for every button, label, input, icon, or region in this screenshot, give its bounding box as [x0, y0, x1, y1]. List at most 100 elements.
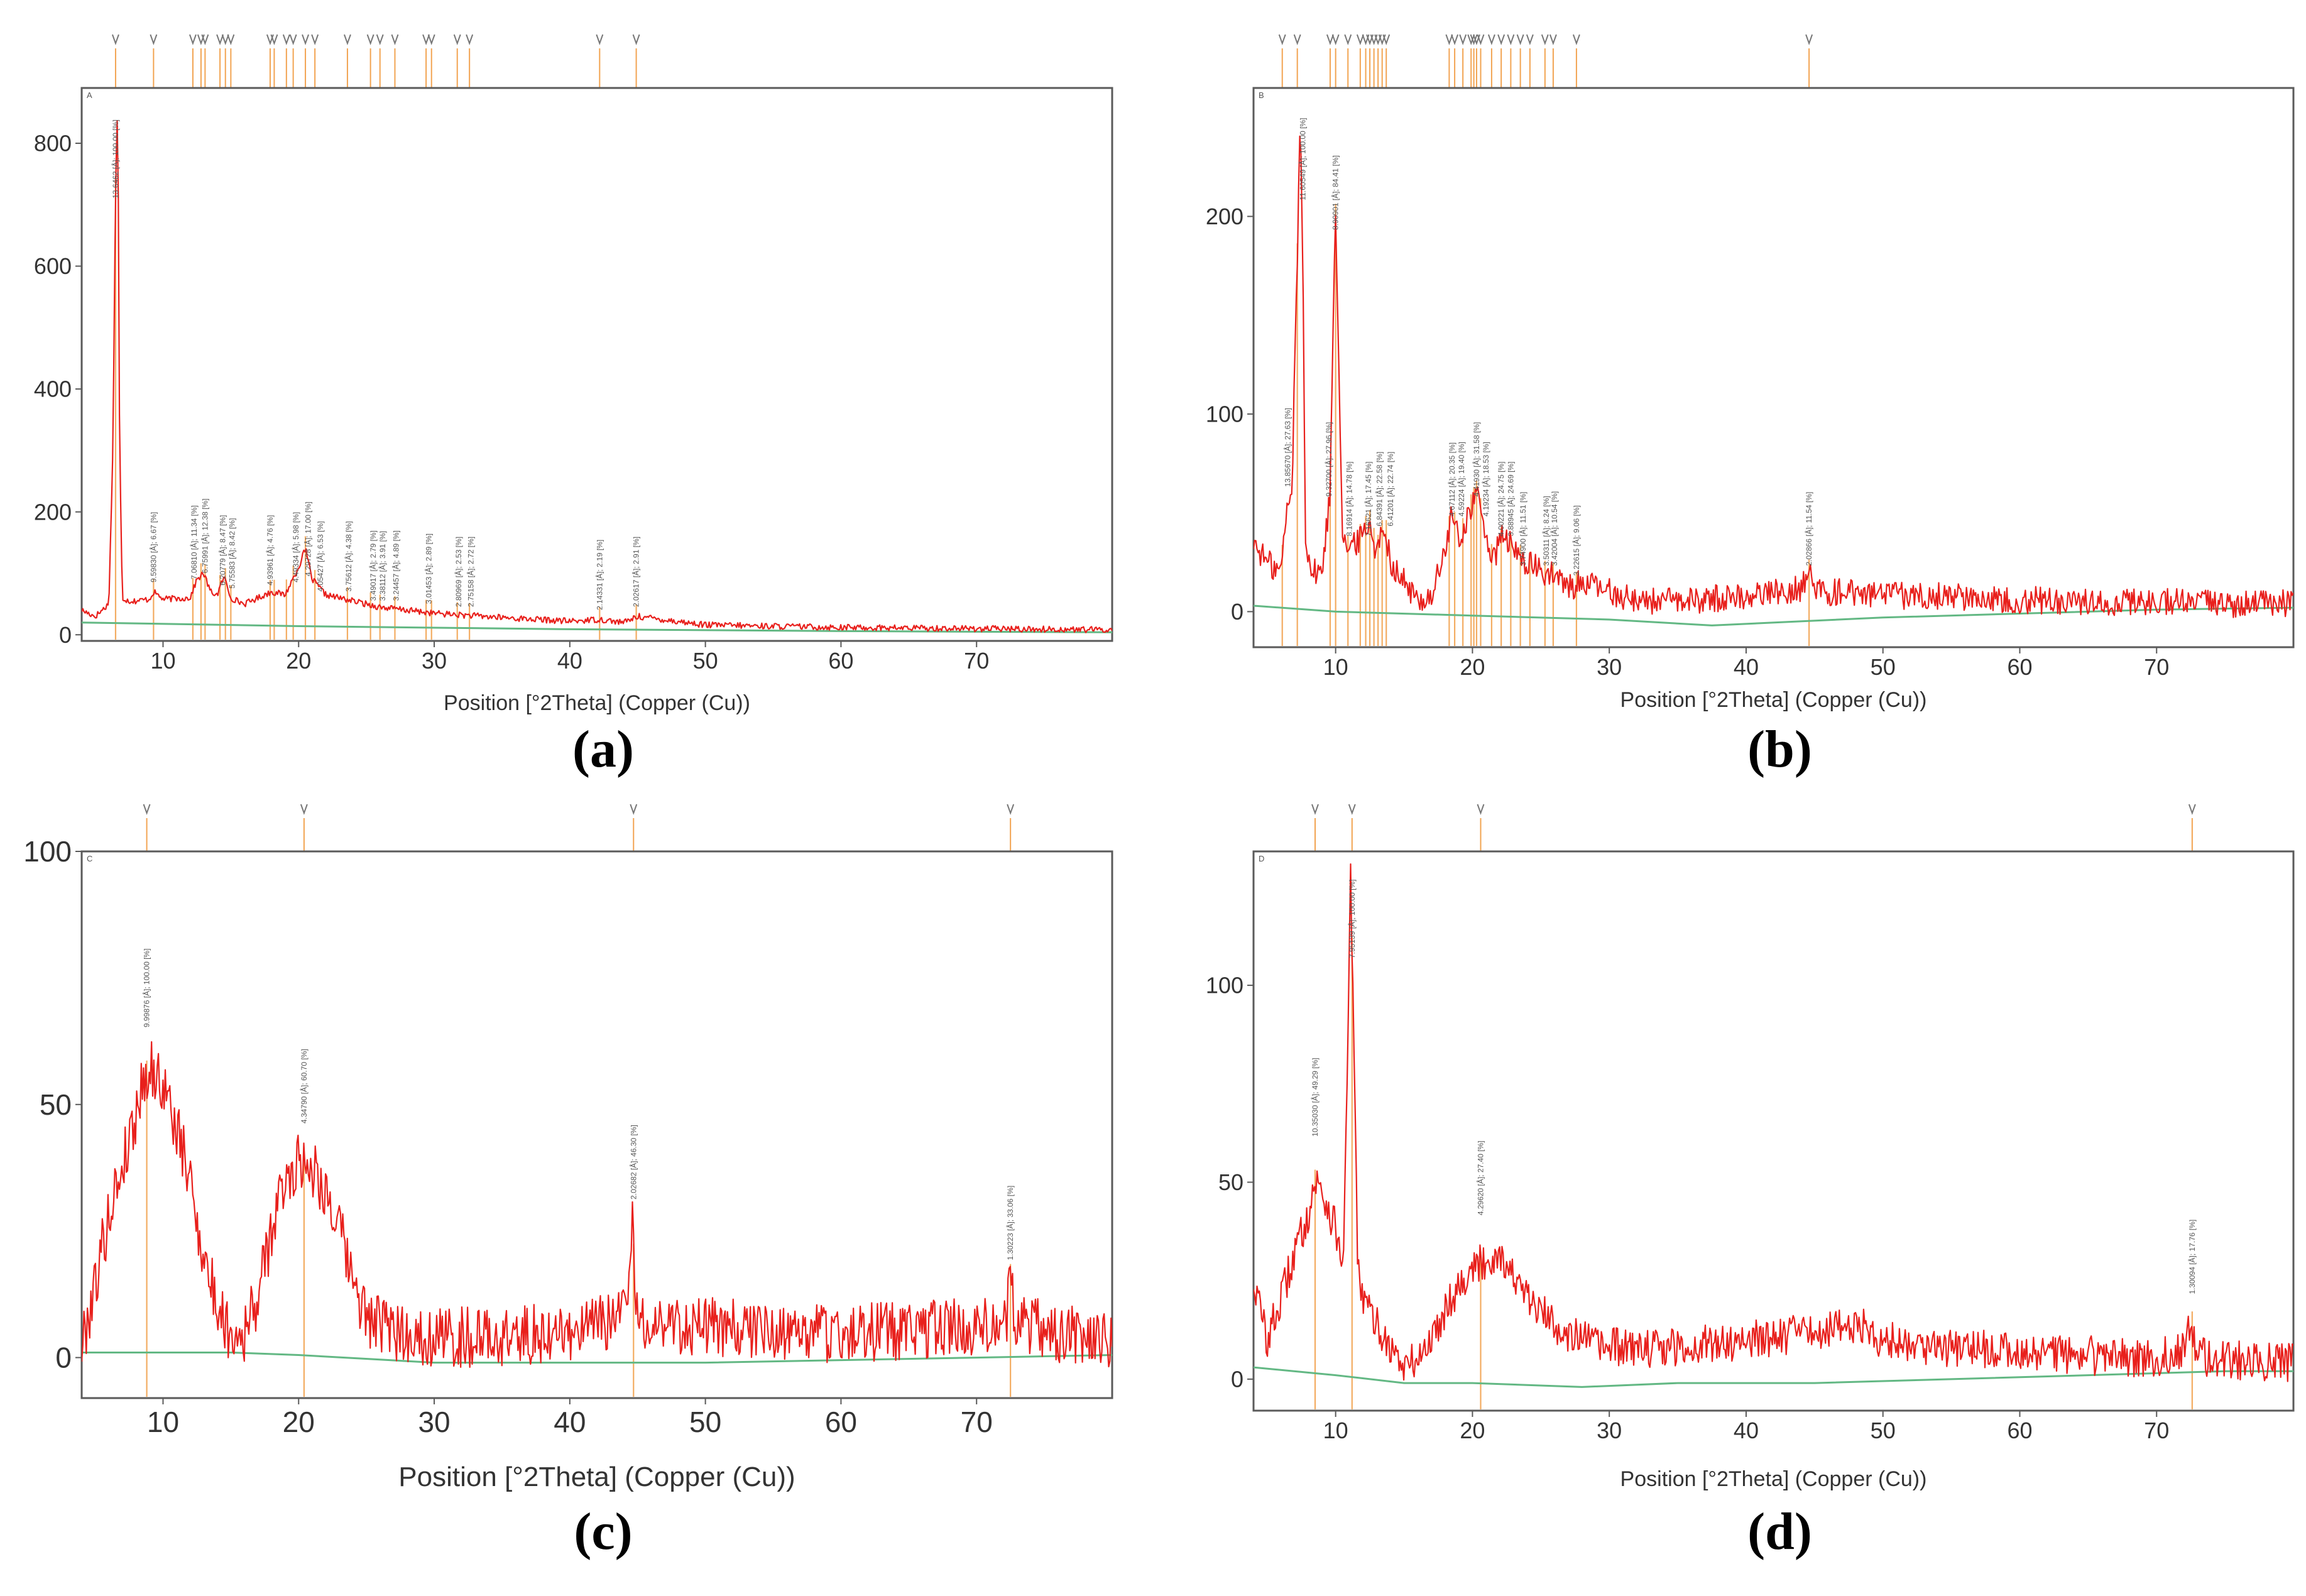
peak-annotation: 3.88945 [Å]; 24.69 [%]	[1505, 462, 1515, 537]
peak-annotation: 4.29728 [Å]; 17.00 [%]	[303, 501, 312, 576]
peak-marker	[1445, 34, 1453, 88]
peak-marker	[227, 34, 235, 88]
peak-marker	[1007, 804, 1015, 851]
panel-corner-letter: D	[1259, 854, 1264, 863]
peak-marker	[112, 34, 119, 88]
peak-marker-glyph	[427, 34, 435, 45]
peak-annotation: 4.00221 [Å]; 24.75 [%]	[1496, 462, 1505, 537]
peak-marker	[1526, 34, 1534, 88]
peak-annotation: 3.24457 [Å]; 4.89 [%]	[391, 530, 401, 601]
peak-marker-glyph	[1805, 34, 1813, 45]
panel-label: (c)	[574, 1502, 632, 1561]
peak-annotation: 2.02866 [Å]; 11.54 [%]	[1804, 492, 1813, 566]
peak-marker	[466, 34, 474, 88]
peak-annotation: 13.6462 [Å]; 100.00 [%]	[111, 119, 120, 198]
peak-annotation: 4.05427 [Å]; 6.53 [%]	[315, 521, 325, 591]
x-tick-label: 40	[1734, 654, 1759, 680]
chart-panel-c: C 9.99876 [Å]; 100.00 [%] 4.34790 [Å]; 60.…	[23, 804, 1113, 1561]
x-tick-label: 40	[554, 1406, 586, 1438]
panel-corner-letter: B	[1259, 90, 1264, 100]
series-background	[1254, 604, 2293, 626]
peak-annotation: 3.22615 [Å]; 9.06 [%]	[1571, 505, 1581, 576]
peak-marker	[632, 34, 640, 88]
peak-annotation: 7.95139 [Å]; 100.00 [%]	[1347, 880, 1357, 958]
peak-annotation: 4.59224 [Å]; 19.40 [%]	[1456, 442, 1466, 517]
peak-annotation: 9.32700 [Å]; 27.96 [%]	[1324, 422, 1333, 497]
y-tick-label: 200	[34, 499, 72, 525]
peak-marker	[1370, 34, 1378, 88]
peak-annotation: 1.30094 [Å]; 17.76 [%]	[2187, 1220, 2197, 1294]
peak-marker	[1311, 804, 1319, 851]
peak-annotation: 3.50311 [Å]; 8.24 [%]	[1541, 496, 1551, 566]
peak-marker-glyph	[1477, 804, 1485, 815]
peak-marker-glyph	[632, 34, 640, 45]
peak-marker-glyph	[1326, 34, 1334, 45]
peak-annotation: 6.75991 [Å]; 12.38 [%]	[200, 498, 209, 573]
series-pattern	[82, 1041, 1112, 1368]
peak-marker	[1497, 34, 1505, 88]
peak-annotation: 7.06810 [Å]; 11.34 [%]	[189, 505, 199, 579]
peak-marker-glyph	[311, 34, 319, 45]
peak-marker	[2188, 804, 2196, 851]
peak-marker	[197, 34, 205, 88]
peak-marker	[1572, 34, 1580, 88]
x-tick-label: 70	[961, 1406, 993, 1438]
peak-marker	[1477, 34, 1485, 88]
peak-marker	[1507, 34, 1515, 88]
peak-annotation: 2.75158 [Å]; 2.72 [%]	[466, 537, 475, 607]
x-tick-label: 20	[1460, 1418, 1485, 1443]
peak-marker-glyph	[289, 34, 297, 45]
x-tick-label: 40	[557, 648, 582, 674]
peak-marker-glyph	[216, 34, 224, 45]
peak-marker-glyph	[344, 34, 351, 45]
peak-marker	[1374, 34, 1382, 88]
peak-marker-glyph	[1278, 34, 1286, 45]
peak-marker	[289, 34, 297, 88]
peak-marker	[221, 34, 229, 88]
peak-marker	[596, 34, 604, 88]
x-tick-label: 60	[2007, 1418, 2032, 1443]
peak-marker	[1278, 34, 1286, 88]
peak-marker-glyph	[2188, 804, 2196, 815]
peak-marker	[1344, 34, 1352, 88]
peak-marker	[143, 804, 151, 851]
panel-label: (b)	[1747, 720, 1812, 779]
y-tick-label: 100	[1206, 973, 1243, 998]
peak-marker	[1549, 34, 1557, 88]
peak-annotation: 4.49334 [Å]; 5.98 [%]	[291, 512, 300, 582]
peak-marker	[1477, 804, 1485, 851]
peak-marker-glyph	[302, 34, 309, 45]
peak-marker	[201, 34, 209, 88]
x-axis-label: Position [°2Theta] (Copper (Cu))	[398, 1462, 795, 1492]
peak-marker	[427, 34, 435, 88]
peak-annotation: 6.20779 [Å]; 8.47 [%]	[217, 515, 227, 586]
chart-panel-a: A 13.6462 [Å]; 100.00 [%] 9.59830 [Å]; 6.6…	[34, 34, 1113, 779]
peak-annotation: 4.67112 [Å]; 20.35 [%]	[1447, 442, 1456, 517]
peak-marker	[1348, 804, 1356, 851]
peak-marker-glyph	[366, 34, 374, 45]
peak-marker-glyph	[1451, 34, 1459, 45]
x-tick-label: 30	[422, 648, 447, 674]
peak-marker-glyph	[1549, 34, 1557, 45]
peak-marker	[1378, 34, 1386, 88]
peak-annotation: 3.38112 [Å]; 3.91 [%]	[378, 531, 387, 601]
peak-marker	[1487, 34, 1495, 88]
peak-marker-glyph	[189, 34, 197, 45]
series-background	[1254, 1366, 2293, 1388]
peak-annotation: 2.02682 [Å]; 46.30 [%]	[628, 1125, 638, 1200]
x-tick-label: 50	[1871, 654, 1896, 680]
peak-marker	[1362, 34, 1370, 88]
peak-marker	[311, 34, 319, 88]
peak-annotation: 1.30223 [Å]; 33.06 [%]	[1005, 1186, 1015, 1260]
peak-marker-glyph	[1507, 34, 1515, 45]
x-tick-label: 10	[1323, 1418, 1348, 1443]
x-tick-label: 50	[1871, 1418, 1896, 1443]
peak-marker-glyph	[221, 34, 229, 45]
x-tick-label: 40	[1734, 1418, 1759, 1443]
peak-marker-glyph	[466, 34, 474, 45]
peak-marker	[300, 804, 308, 851]
peak-marker	[366, 34, 374, 88]
peak-marker	[422, 34, 430, 88]
x-tick-label: 30	[418, 1406, 450, 1438]
peak-annotation: 3.42004 [Å]; 10.54 [%]	[1549, 491, 1559, 566]
